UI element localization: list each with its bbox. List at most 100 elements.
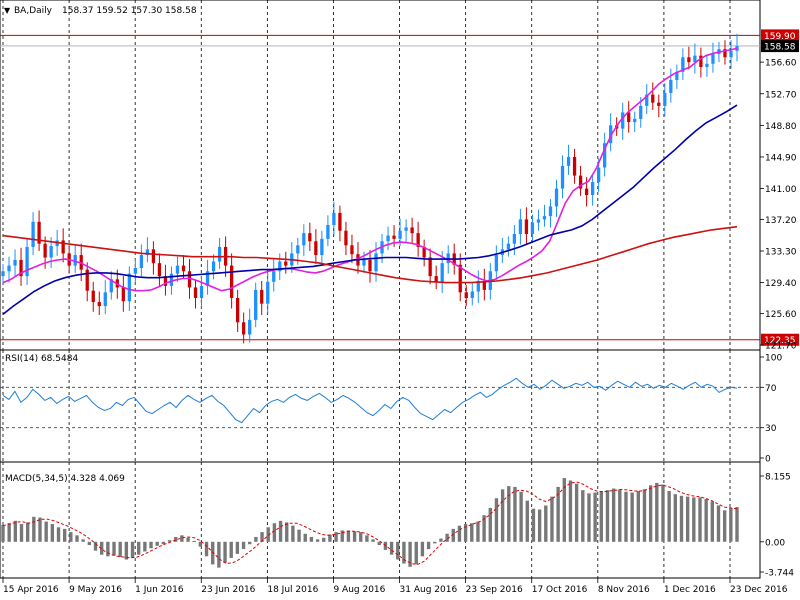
candle-body	[145, 249, 150, 256]
macd-bar	[198, 541, 203, 547]
macd-bar	[667, 490, 671, 542]
macd-bar	[685, 496, 690, 542]
y-tick-label-price: 125.60	[765, 310, 797, 320]
macd-bar	[402, 541, 406, 564]
macd-bar	[186, 537, 190, 542]
candle-body	[639, 105, 643, 119]
symbol-label: BA,Daily	[14, 6, 53, 16]
macd-bar	[137, 541, 141, 555]
candle-body	[566, 156, 571, 166]
y-tick-label-rsi: 70	[765, 384, 777, 394]
macd-bar	[463, 524, 468, 542]
x-tick-label: 15 Apr 2016	[3, 585, 59, 595]
x-axis-labels: 15 Apr 2016 9 May 2016 1 Jun 2016 23 Jun 20…	[2, 578, 788, 595]
y-tick-label-price: 141.00	[765, 185, 797, 195]
y-tick-label-macd: -3.744	[765, 569, 794, 579]
candle-body	[386, 235, 390, 242]
moving-average-ma_fast	[2, 47, 738, 292]
macd-bar	[618, 489, 622, 542]
macd-bar	[100, 541, 104, 555]
macd-bar	[297, 529, 301, 542]
macd-bar	[556, 486, 560, 542]
macd-signal-line	[2, 481, 738, 565]
candle-body	[229, 265, 234, 298]
macd-bar	[648, 485, 653, 542]
candle-body	[398, 230, 402, 239]
x-tick-label: 31 Aug 2016	[400, 585, 458, 595]
macd-bar	[309, 536, 314, 542]
macd-bar	[655, 482, 659, 542]
candle-body	[308, 233, 312, 242]
y-tick-label-price: 156.60	[765, 59, 797, 69]
macd-bar	[204, 541, 209, 557]
macd-bar	[698, 497, 702, 542]
moving-average-ma_mid	[2, 104, 738, 315]
macd-bar	[408, 541, 412, 567]
macd-bar	[661, 484, 665, 542]
x-tick-label: 8 Nov 2016	[598, 585, 650, 595]
macd-bar	[587, 493, 591, 542]
macd-bar	[106, 541, 110, 557]
rsi-layer	[0, 377, 760, 429]
macd-bar	[266, 527, 270, 542]
dropdown-triangle-icon[interactable]: ▼	[4, 6, 11, 15]
macd-title: MACD(5,34,5) 4.328 4.069	[5, 474, 125, 484]
candle-body	[735, 45, 739, 51]
candle-body	[193, 287, 198, 298]
candle-body	[326, 225, 330, 239]
candle-body	[578, 175, 583, 189]
candle-body	[609, 125, 613, 144]
macd-bar	[611, 488, 616, 542]
y-tick-label-price: 152.70	[765, 90, 797, 100]
macd-bar	[574, 483, 579, 542]
macd-bar	[439, 538, 443, 542]
candle-body	[1, 271, 5, 277]
macd-bar	[636, 490, 640, 542]
macd-bar	[328, 534, 332, 542]
macd-bar	[13, 520, 18, 542]
macd-bar	[581, 490, 585, 542]
macd-bar	[550, 496, 554, 542]
macd-bar	[482, 515, 486, 542]
candle-body	[548, 206, 553, 217]
x-tick-label: 9 Aug 2016	[333, 585, 385, 595]
macd-bar	[69, 532, 73, 542]
macd-bar	[112, 541, 116, 556]
x-tick-label: 1 Jun 2016	[135, 585, 184, 595]
candle-body	[314, 241, 318, 256]
candle-body	[669, 79, 673, 93]
macd-bar	[155, 541, 159, 546]
y-tick-label-price: 158.58	[764, 43, 796, 53]
macd-bar	[679, 495, 684, 542]
candle-body	[278, 261, 282, 272]
candle-body	[560, 165, 565, 189]
macd-bar	[303, 533, 307, 542]
macd-bar	[19, 524, 24, 542]
macd-bar	[531, 508, 536, 542]
candle-body	[368, 259, 372, 272]
x-tick-label: 23 Jun 2016	[201, 585, 255, 595]
candle-body	[723, 49, 727, 58]
rsi-line	[2, 377, 738, 424]
macd-bar	[81, 539, 85, 542]
candle-body	[151, 249, 156, 264]
candle-body	[242, 322, 246, 335]
macd-bar	[149, 541, 153, 549]
y-tick-label-price: 121.70	[765, 342, 797, 352]
macd-bar	[38, 517, 42, 542]
macd-bar	[130, 541, 135, 558]
candle-body	[482, 280, 486, 290]
candle-body	[121, 287, 125, 302]
candle-body	[133, 268, 138, 274]
candle-body	[260, 289, 264, 304]
x-tick-label: 23 Dec 2016	[730, 585, 788, 595]
candle-body	[25, 246, 29, 277]
macd-bar	[260, 532, 264, 542]
macd-bar	[722, 510, 727, 542]
candle-body	[19, 259, 23, 277]
candle-body	[440, 263, 444, 282]
candle-body	[109, 279, 113, 293]
candle-body	[254, 289, 258, 320]
macd-bar	[537, 509, 542, 542]
